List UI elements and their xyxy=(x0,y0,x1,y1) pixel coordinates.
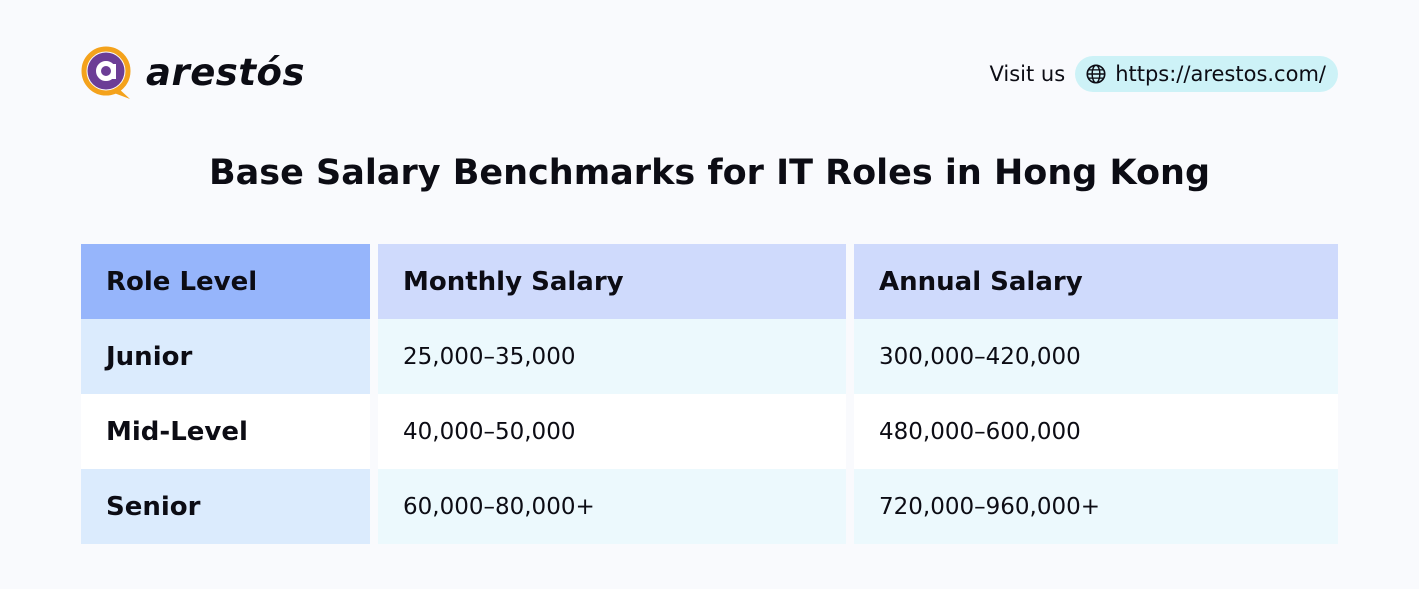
website-link[interactable]: https://arestos.com/ xyxy=(1075,56,1338,92)
header-role-level: Role Level xyxy=(81,244,370,319)
row-senior-role: Senior xyxy=(81,469,370,544)
page-title: Base Salary Benchmarks for IT Roles in H… xyxy=(208,153,1211,193)
row-junior-monthly: 25,000–35,000 xyxy=(378,319,846,394)
header-monthly-salary: Monthly Salary xyxy=(378,244,846,319)
website-url: https://arestos.com/ xyxy=(1115,62,1326,86)
visit-label: Visit us xyxy=(989,62,1066,86)
row-junior-role: Junior xyxy=(81,319,370,394)
row-senior-monthly: 60,000–80,000+ xyxy=(378,469,846,544)
row-mid-level-annual: 480,000–600,000 xyxy=(854,394,1338,469)
brand-name: arestós xyxy=(146,50,305,94)
brand-logo[interactable]: arestós xyxy=(80,46,305,102)
row-junior-annual: 300,000–420,000 xyxy=(854,319,1338,394)
globe-icon xyxy=(1086,64,1106,84)
salary-table: Role Level Monthly Salary Annual Salary … xyxy=(81,244,1338,544)
arestos-logo-icon xyxy=(81,46,131,99)
row-mid-level-role: Mid-Level xyxy=(81,394,370,469)
visit-us: Visit us https://arestos.com/ xyxy=(989,56,1338,92)
row-mid-level-monthly: 40,000–50,000 xyxy=(378,394,846,469)
header-annual-salary: Annual Salary xyxy=(854,244,1338,319)
row-senior-annual: 720,000–960,000+ xyxy=(854,469,1338,544)
